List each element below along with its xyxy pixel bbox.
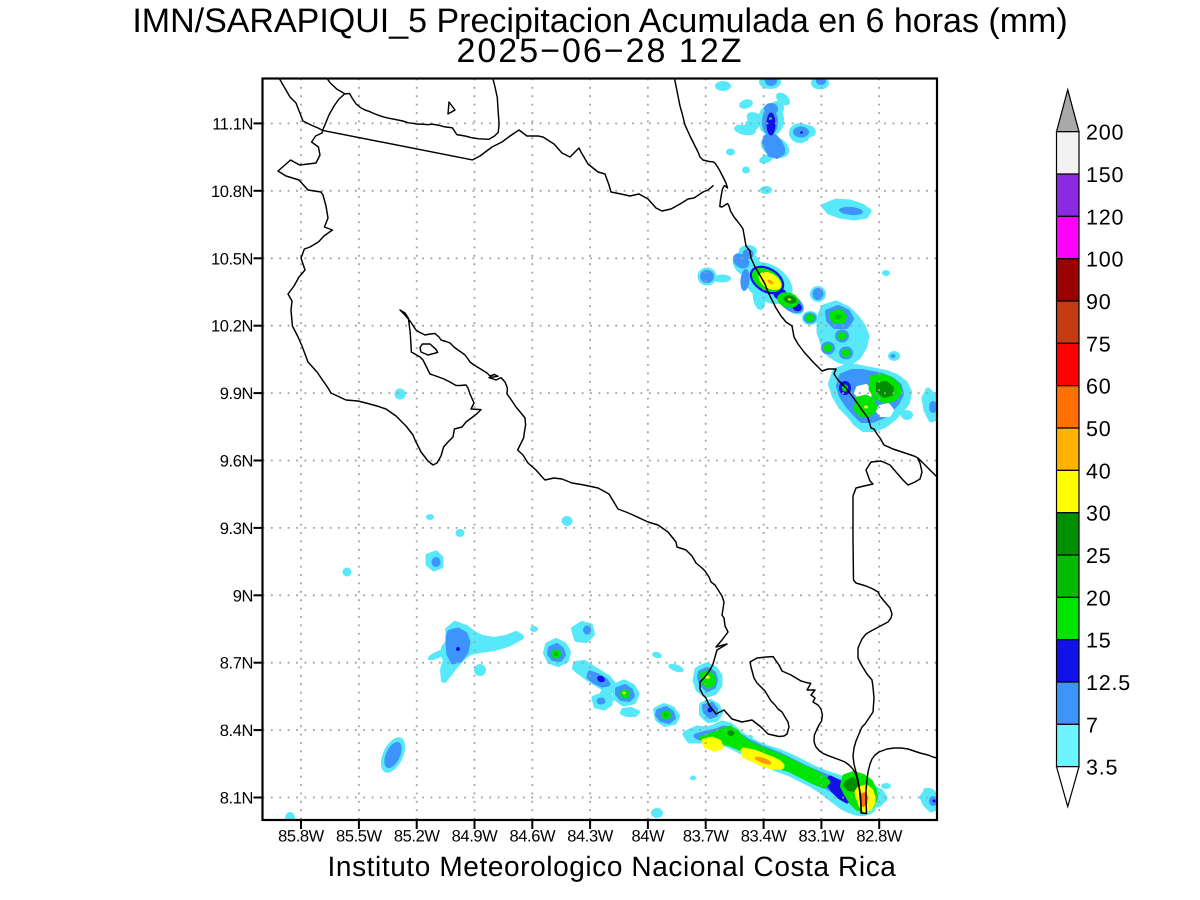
svg-text:15: 15 bbox=[1086, 629, 1112, 653]
svg-text:2025−06−28 12Z: 2025−06−28 12Z bbox=[456, 32, 743, 70]
svg-text:10.5N: 10.5N bbox=[211, 250, 253, 268]
svg-text:150: 150 bbox=[1086, 163, 1124, 187]
svg-text:83.4W: 83.4W bbox=[741, 828, 788, 846]
svg-text:20: 20 bbox=[1086, 586, 1112, 610]
svg-text:82.8W: 82.8W bbox=[856, 828, 903, 846]
svg-text:3.5: 3.5 bbox=[1086, 756, 1118, 780]
svg-text:84.3W: 84.3W bbox=[567, 828, 614, 846]
svg-text:8.1N: 8.1N bbox=[220, 790, 253, 808]
svg-text:9.3N: 9.3N bbox=[220, 520, 253, 538]
svg-text:83.7W: 83.7W bbox=[683, 828, 730, 846]
svg-text:25: 25 bbox=[1086, 544, 1112, 568]
svg-text:Instituto Meteorologico Nacion: Instituto Meteorologico Nacional Costa R… bbox=[328, 851, 897, 882]
svg-text:90: 90 bbox=[1086, 290, 1112, 314]
svg-text:84W: 84W bbox=[632, 828, 666, 846]
svg-text:75: 75 bbox=[1086, 332, 1112, 356]
svg-text:120: 120 bbox=[1086, 205, 1124, 229]
svg-text:11.1N: 11.1N bbox=[212, 115, 253, 133]
svg-text:84.6W: 84.6W bbox=[509, 828, 556, 846]
svg-text:50: 50 bbox=[1086, 417, 1112, 441]
svg-text:60: 60 bbox=[1086, 375, 1112, 399]
svg-text:200: 200 bbox=[1086, 121, 1124, 145]
svg-text:9.9N: 9.9N bbox=[220, 385, 253, 403]
svg-text:85.5W: 85.5W bbox=[336, 828, 383, 846]
svg-text:7: 7 bbox=[1086, 713, 1099, 737]
svg-text:IMN/SARAPIQUI_5 Precipitacion: IMN/SARAPIQUI_5 Precipitacion Acumulada … bbox=[132, 2, 1067, 40]
svg-text:85.2W: 85.2W bbox=[394, 828, 441, 846]
svg-text:8.4N: 8.4N bbox=[220, 722, 253, 740]
svg-text:8.7N: 8.7N bbox=[220, 655, 253, 673]
svg-text:12.5: 12.5 bbox=[1086, 671, 1131, 695]
svg-text:9N: 9N bbox=[233, 587, 253, 605]
svg-text:9.6N: 9.6N bbox=[220, 453, 253, 471]
svg-text:85.8W: 85.8W bbox=[278, 828, 325, 846]
svg-text:40: 40 bbox=[1086, 459, 1112, 483]
svg-text:30: 30 bbox=[1086, 502, 1112, 526]
svg-text:10.2N: 10.2N bbox=[211, 318, 253, 336]
svg-text:83.1W: 83.1W bbox=[799, 828, 846, 846]
svg-text:10.8N: 10.8N bbox=[211, 183, 253, 201]
svg-text:100: 100 bbox=[1086, 248, 1124, 272]
svg-text:84.9W: 84.9W bbox=[452, 828, 499, 846]
